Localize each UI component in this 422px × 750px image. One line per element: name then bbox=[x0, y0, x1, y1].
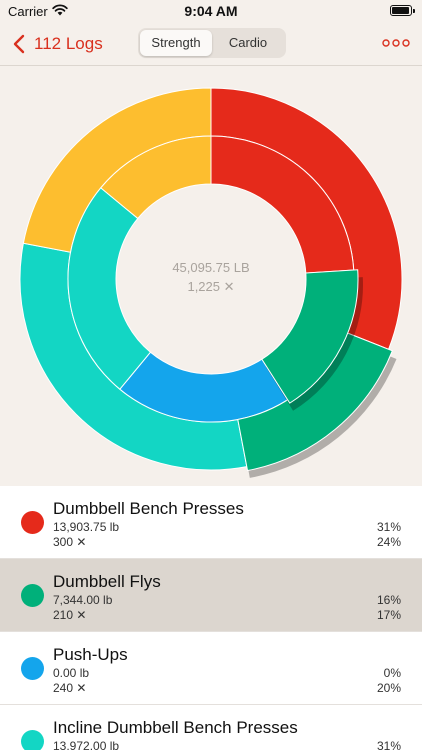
exercise-weight: 13,972.00 lb bbox=[53, 739, 120, 750]
donut-chart: 45,095.75 LB 1,225 ✕ bbox=[19, 87, 403, 478]
more-options-icon[interactable] bbox=[382, 36, 410, 50]
color-dot bbox=[21, 730, 44, 750]
reps-percent: 17% bbox=[376, 608, 401, 622]
inner-ring-slice-other[interactable] bbox=[100, 135, 212, 220]
battery-icon bbox=[390, 5, 415, 16]
segment-strength[interactable]: Strength bbox=[140, 30, 212, 56]
chevron-left-icon bbox=[13, 34, 25, 54]
list-item-dumbbell-bench-presses[interactable]: Dumbbell Bench Presses 13,903.75 lb 300 … bbox=[0, 486, 422, 559]
exercise-name: Dumbbell Flys bbox=[53, 572, 161, 591]
exercise-name: Incline Dumbbell Bench Presses bbox=[53, 718, 298, 737]
weight-percent: 31% bbox=[376, 520, 401, 534]
segment-cardio[interactable]: Cardio bbox=[228, 35, 268, 50]
color-dot bbox=[21, 584, 44, 607]
color-dot bbox=[21, 657, 44, 680]
weight-percent: 31% bbox=[376, 739, 401, 750]
status-bar: Carrier 9:04 AM bbox=[0, 0, 422, 22]
weight-percent: 0% bbox=[383, 666, 401, 680]
exercise-reps: 300 ✕ bbox=[53, 535, 87, 549]
exercise-weight: 0.00 lb bbox=[53, 666, 90, 680]
carrier-label: Carrier bbox=[8, 4, 48, 19]
inner-ring-slice-dumbbell-flys[interactable] bbox=[261, 269, 359, 404]
exercise-reps: 210 ✕ bbox=[53, 608, 87, 622]
exercise-weight: 7,344.00 lb bbox=[53, 593, 113, 607]
chart-area: 45,095.75 LB 1,225 ✕ bbox=[0, 66, 422, 486]
wifi-icon bbox=[52, 4, 68, 16]
list-item-incline-dumbbell-bench-presses[interactable]: Incline Dumbbell Bench Presses 13,972.00… bbox=[0, 705, 422, 750]
weight-percent: 16% bbox=[376, 593, 401, 607]
total-reps-label: 1,225 ✕ bbox=[187, 279, 234, 294]
reps-percent: 24% bbox=[376, 535, 401, 549]
exercise-name: Dumbbell Bench Presses bbox=[53, 499, 244, 518]
back-button[interactable]: 112 Logs bbox=[10, 30, 103, 58]
strength-cardio-segmented-control: Strength Cardio bbox=[138, 28, 286, 58]
list-item-dumbbell-flys[interactable]: Dumbbell Flys 7,344.00 lb 210 ✕ 16% 17% bbox=[0, 559, 422, 632]
back-button-label: 112 Logs bbox=[34, 34, 103, 53]
exercise-weight: 13,903.75 lb bbox=[53, 520, 120, 534]
list-item-push-ups[interactable]: Push-Ups 0.00 lb 240 ✕ 0% 20% bbox=[0, 632, 422, 705]
exercise-name: Push-Ups bbox=[53, 645, 128, 664]
reps-percent: 20% bbox=[376, 681, 401, 695]
color-dot bbox=[21, 511, 44, 534]
total-weight-label: 45,095.75 LB bbox=[172, 260, 249, 275]
exercise-reps: 240 ✕ bbox=[53, 681, 87, 695]
status-time: 9:04 AM bbox=[184, 3, 238, 19]
exercise-list: Dumbbell Bench Presses 13,903.75 lb 300 … bbox=[0, 486, 422, 750]
navigation-bar: 112 Logs Strength Cardio bbox=[0, 22, 422, 66]
